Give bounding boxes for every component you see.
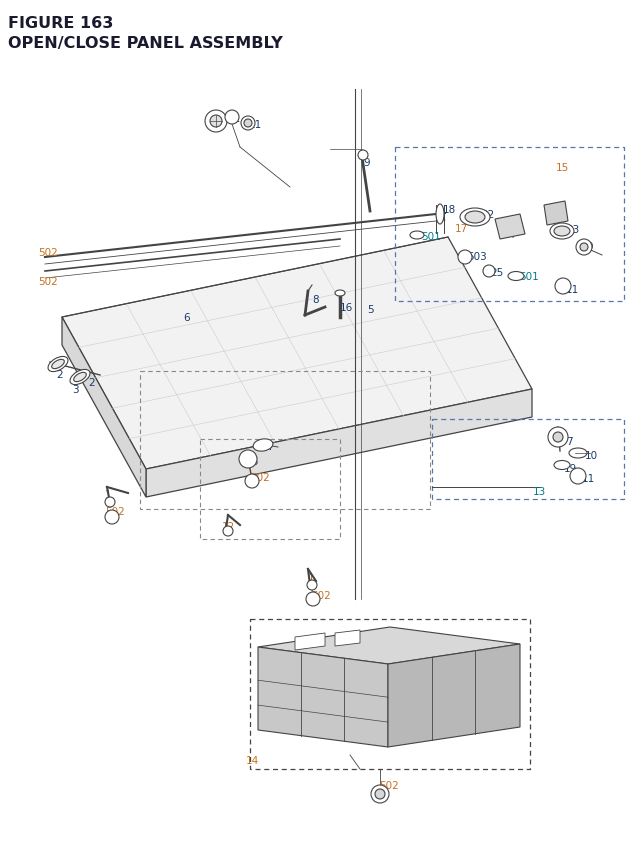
Text: 9: 9 <box>363 158 370 168</box>
Ellipse shape <box>465 212 485 224</box>
Circle shape <box>371 785 389 803</box>
Circle shape <box>580 244 588 251</box>
Text: 24: 24 <box>502 230 515 239</box>
Ellipse shape <box>460 208 490 226</box>
Text: 6: 6 <box>183 313 189 323</box>
Text: 14: 14 <box>246 755 259 765</box>
Text: 502: 502 <box>38 248 58 257</box>
Text: 1: 1 <box>105 489 111 499</box>
Text: 8: 8 <box>312 294 319 305</box>
Ellipse shape <box>74 373 86 382</box>
Text: 11: 11 <box>228 114 241 124</box>
Polygon shape <box>544 201 568 226</box>
Text: 10: 10 <box>585 450 598 461</box>
Circle shape <box>358 151 368 161</box>
Text: OPEN/CLOSE PANEL ASSEMBLY: OPEN/CLOSE PANEL ASSEMBLY <box>8 36 283 51</box>
Text: 2: 2 <box>56 369 63 380</box>
Circle shape <box>570 468 586 485</box>
Ellipse shape <box>48 357 68 372</box>
Circle shape <box>307 580 317 591</box>
Text: 502: 502 <box>379 780 399 790</box>
Polygon shape <box>62 318 146 498</box>
Circle shape <box>458 251 472 264</box>
Ellipse shape <box>554 226 570 237</box>
Polygon shape <box>146 389 532 498</box>
Circle shape <box>576 239 592 256</box>
Text: 9: 9 <box>586 242 593 251</box>
Text: 4: 4 <box>265 442 271 451</box>
Text: 502: 502 <box>311 591 331 600</box>
Text: 502: 502 <box>105 506 125 517</box>
Text: 1: 1 <box>308 573 315 583</box>
Text: 26: 26 <box>245 456 259 467</box>
Text: 501: 501 <box>519 272 539 282</box>
Text: 11: 11 <box>566 285 579 294</box>
Circle shape <box>225 111 239 125</box>
Text: 7: 7 <box>566 437 573 447</box>
Polygon shape <box>62 238 532 469</box>
Text: 11: 11 <box>582 474 595 483</box>
Ellipse shape <box>508 272 524 282</box>
Ellipse shape <box>554 461 570 470</box>
Text: 503: 503 <box>467 251 487 262</box>
Ellipse shape <box>410 232 424 239</box>
Ellipse shape <box>550 224 574 239</box>
Text: 12: 12 <box>222 522 236 531</box>
Text: 15: 15 <box>556 163 569 173</box>
Circle shape <box>555 279 571 294</box>
Ellipse shape <box>253 439 273 452</box>
Circle shape <box>245 474 259 488</box>
Ellipse shape <box>335 291 345 297</box>
Text: 25: 25 <box>490 268 503 278</box>
Text: 17: 17 <box>455 224 468 233</box>
Circle shape <box>483 266 495 278</box>
Text: 27: 27 <box>553 210 566 220</box>
Text: 19: 19 <box>564 463 577 474</box>
Polygon shape <box>258 628 520 664</box>
Text: 20: 20 <box>210 118 223 127</box>
Ellipse shape <box>52 360 64 369</box>
Text: 21: 21 <box>248 120 261 130</box>
Text: FIGURE 163: FIGURE 163 <box>8 16 113 31</box>
Circle shape <box>239 450 257 468</box>
Circle shape <box>205 111 227 133</box>
Text: 13: 13 <box>533 486 547 497</box>
Circle shape <box>223 526 233 536</box>
Text: 501: 501 <box>421 232 441 242</box>
Polygon shape <box>495 214 525 239</box>
Circle shape <box>210 116 222 127</box>
Text: 18: 18 <box>443 205 456 214</box>
Polygon shape <box>335 630 360 647</box>
Text: 502: 502 <box>38 276 58 287</box>
Polygon shape <box>258 647 388 747</box>
Ellipse shape <box>569 449 587 458</box>
Text: 2: 2 <box>88 378 95 387</box>
Text: 502: 502 <box>250 473 269 482</box>
Polygon shape <box>295 633 325 650</box>
Circle shape <box>105 498 115 507</box>
Text: 3: 3 <box>72 385 79 394</box>
Polygon shape <box>388 644 520 747</box>
Circle shape <box>244 120 252 127</box>
Text: 16: 16 <box>340 303 353 313</box>
Circle shape <box>306 592 320 606</box>
Circle shape <box>553 432 563 443</box>
Circle shape <box>375 789 385 799</box>
Text: 5: 5 <box>367 305 374 314</box>
Ellipse shape <box>70 370 90 385</box>
Text: 22: 22 <box>481 210 494 220</box>
Ellipse shape <box>436 205 444 225</box>
Text: 23: 23 <box>566 225 579 235</box>
Circle shape <box>548 428 568 448</box>
Circle shape <box>105 511 119 524</box>
Circle shape <box>241 117 255 131</box>
